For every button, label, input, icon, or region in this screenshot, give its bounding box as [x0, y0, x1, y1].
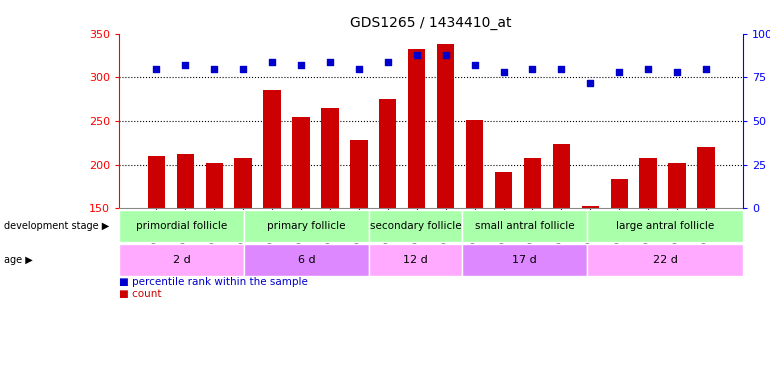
Bar	[206, 163, 223, 208]
Title: GDS1265 / 1434410_at: GDS1265 / 1434410_at	[350, 16, 512, 30]
Text: development stage ▶: development stage ▶	[4, 221, 109, 231]
Point	[555, 66, 567, 72]
Bar	[321, 108, 339, 208]
Text: large antral follicle: large antral follicle	[616, 221, 715, 231]
Bar	[668, 163, 686, 208]
Point	[237, 66, 249, 72]
Text: 6 d: 6 d	[298, 255, 315, 265]
Bar	[524, 158, 541, 208]
Text: secondary follicle: secondary follicle	[370, 221, 461, 231]
Point	[526, 66, 538, 72]
Bar	[293, 117, 310, 208]
Bar	[176, 154, 194, 208]
Point	[410, 52, 423, 58]
Bar	[466, 120, 484, 208]
Text: 2 d: 2 d	[172, 255, 191, 265]
Bar	[408, 50, 425, 208]
Point	[266, 58, 278, 64]
Bar	[611, 179, 628, 208]
Point	[700, 66, 712, 72]
Bar	[495, 171, 512, 208]
Bar	[148, 156, 165, 208]
Bar	[379, 99, 397, 208]
Text: primordial follicle: primordial follicle	[136, 221, 227, 231]
Bar	[263, 90, 281, 208]
Point	[382, 58, 394, 64]
Point	[179, 62, 192, 68]
Point	[497, 69, 510, 75]
Bar	[553, 144, 570, 208]
Point	[613, 69, 625, 75]
Point	[642, 66, 654, 72]
Point	[468, 62, 480, 68]
Point	[295, 62, 307, 68]
Bar	[350, 140, 367, 208]
Bar	[581, 206, 599, 208]
Point	[353, 66, 365, 72]
Point	[150, 66, 162, 72]
Text: age ▶: age ▶	[4, 255, 32, 265]
Text: 22 d: 22 d	[653, 255, 678, 265]
Bar	[235, 158, 252, 208]
Bar	[698, 147, 715, 208]
Text: small antral follicle: small antral follicle	[475, 221, 574, 231]
Point	[440, 52, 452, 58]
Text: 17 d: 17 d	[512, 255, 537, 265]
Text: ■ count: ■ count	[119, 290, 162, 299]
Point	[324, 58, 336, 64]
Bar	[640, 158, 657, 208]
Point	[208, 66, 220, 72]
Text: ■ percentile rank within the sample: ■ percentile rank within the sample	[119, 277, 308, 287]
Point	[671, 69, 683, 75]
Point	[584, 80, 597, 86]
Text: 12 d: 12 d	[403, 255, 428, 265]
Bar	[437, 44, 454, 208]
Text: primary follicle: primary follicle	[267, 221, 346, 231]
